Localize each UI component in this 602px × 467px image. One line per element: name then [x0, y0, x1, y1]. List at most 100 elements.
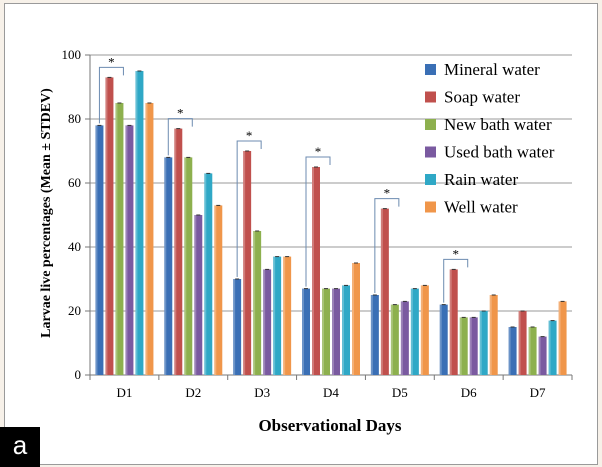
bar: [283, 256, 292, 375]
legend: Mineral water Soap water New bath water Use…: [425, 60, 555, 217]
bracket-line: [236, 140, 262, 277]
bar: [302, 288, 310, 375]
bar: [253, 230, 262, 375]
bars: [95, 70, 567, 376]
significance-star: *: [177, 106, 184, 121]
bar-body: [125, 125, 134, 376]
bar: [95, 124, 104, 376]
bar-body: [164, 157, 173, 375]
bar-body: [174, 128, 183, 375]
bar: [204, 172, 213, 375]
bar-highlight: [420, 285, 423, 375]
significance-bracket: *: [305, 144, 331, 287]
x-tick-label: D7: [530, 385, 546, 400]
bar-body: [105, 77, 114, 376]
axes: 0 20 40 60 80 100 D1 D2 D3 D4 D5 D6 D7: [62, 47, 573, 400]
bar: [489, 294, 498, 375]
bar: [528, 326, 537, 375]
bar: [233, 278, 242, 375]
bar: [380, 208, 389, 375]
legend-item: Rain water: [425, 170, 518, 189]
bar: [558, 300, 567, 375]
significance-star: *: [246, 128, 253, 143]
bar-highlight: [174, 128, 177, 375]
x-tick-label: D4: [323, 385, 339, 400]
significance-star: *: [315, 144, 322, 159]
bar: [469, 316, 478, 375]
bar-body: [95, 125, 104, 376]
bar: [184, 156, 193, 375]
significance-annotations: * * * * * *: [98, 54, 469, 303]
bar-highlight: [332, 288, 334, 375]
bar-body: [263, 269, 272, 375]
legend-item: Soap water: [425, 88, 520, 107]
bar-body: [342, 285, 350, 375]
bar-body: [332, 288, 340, 375]
bar-highlight: [390, 304, 393, 375]
legend-item: Well water: [425, 198, 518, 217]
legend-label: Mineral water: [444, 60, 540, 79]
legend-swatch: [425, 64, 436, 75]
bar-body: [184, 157, 193, 375]
bar-highlight: [233, 279, 236, 375]
x-axis-title: Observational Days: [258, 416, 401, 435]
bar-body: [508, 327, 517, 375]
bar-highlight: [489, 295, 492, 375]
significance-bracket: *: [98, 54, 124, 124]
bar: [164, 156, 173, 375]
bar: [352, 262, 360, 375]
bar-highlight: [322, 288, 324, 375]
bar: [400, 300, 409, 375]
bar: [115, 102, 124, 375]
bar-body: [528, 327, 537, 375]
bar: [518, 310, 527, 375]
bar-body: [194, 215, 203, 375]
legend-label: Soap water: [444, 88, 520, 107]
bar-body: [233, 279, 242, 375]
bar-body: [273, 256, 282, 375]
bar-highlight: [410, 288, 413, 375]
significance-bracket: *: [374, 186, 400, 293]
bracket-line: [167, 118, 193, 156]
bar: [312, 166, 320, 375]
significance-star: *: [384, 186, 391, 201]
bar: [322, 288, 330, 375]
bracket-line: [374, 198, 400, 293]
bar-body: [479, 311, 488, 375]
bar-body: [370, 295, 379, 375]
significance-bracket: *: [167, 106, 193, 156]
bar: [214, 204, 223, 375]
bar: [135, 70, 144, 375]
x-tick-label: D5: [392, 385, 408, 400]
bar-highlight: [105, 77, 108, 376]
legend-label: Used bath water: [444, 143, 555, 162]
bar: [263, 268, 272, 375]
bar-body: [352, 263, 360, 375]
legend-swatch: [425, 146, 436, 158]
bar: [439, 304, 448, 375]
bar-highlight: [135, 71, 138, 375]
bar-body: [439, 304, 448, 375]
bar-body: [469, 317, 478, 375]
bar-highlight: [459, 317, 462, 375]
bar: [145, 102, 154, 375]
y-axis-title: Larvae live percentages (Mean ± STDEV): [39, 88, 54, 338]
legend-label: New bath water: [444, 115, 552, 134]
bar-highlight: [214, 205, 217, 375]
x-tick-label: D6: [461, 385, 477, 400]
bar: [548, 320, 557, 375]
bar-highlight: [518, 311, 521, 375]
legend-label: Well water: [444, 198, 518, 217]
bar: [243, 150, 252, 375]
x-tick-label: D2: [185, 385, 201, 400]
bar-highlight: [243, 151, 246, 375]
legend-label: Rain water: [444, 170, 518, 189]
bar-highlight: [439, 304, 442, 375]
bracket-line: [98, 66, 124, 124]
legend-item: New bath water: [425, 115, 552, 134]
bar: [370, 294, 379, 375]
bar: [342, 284, 350, 375]
significance-star: *: [108, 54, 115, 69]
bar-body: [283, 256, 292, 375]
